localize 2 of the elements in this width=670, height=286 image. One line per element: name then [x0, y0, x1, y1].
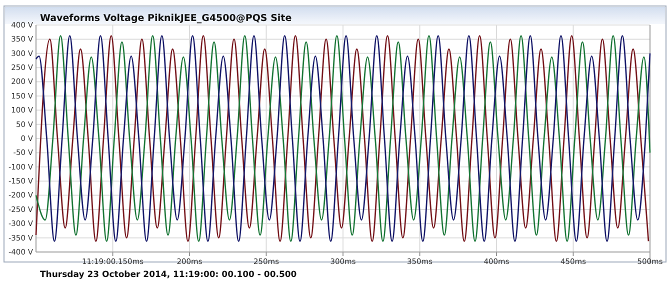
x-axis-title: Thursday 23 October 2014, 11:19:00: 00.100 - 00.500 [40, 270, 297, 280]
chart-title: Waveforms Voltage PiknikJEE_G4500@PQS Site [40, 13, 292, 24]
